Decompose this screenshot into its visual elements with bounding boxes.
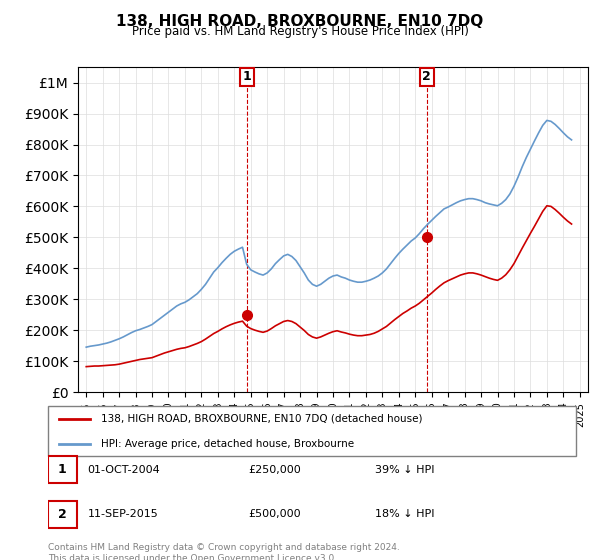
FancyBboxPatch shape xyxy=(48,501,77,528)
FancyBboxPatch shape xyxy=(48,406,576,456)
Text: £500,000: £500,000 xyxy=(248,510,301,519)
Text: 138, HIGH ROAD, BROXBOURNE, EN10 7DQ (detached house): 138, HIGH ROAD, BROXBOURNE, EN10 7DQ (de… xyxy=(101,414,422,423)
Text: 11-SEP-2015: 11-SEP-2015 xyxy=(88,510,158,519)
Text: Price paid vs. HM Land Registry's House Price Index (HPI): Price paid vs. HM Land Registry's House … xyxy=(131,25,469,38)
Text: 2: 2 xyxy=(58,508,67,521)
FancyBboxPatch shape xyxy=(48,456,77,483)
Text: £250,000: £250,000 xyxy=(248,465,301,475)
Text: Contains HM Land Registry data © Crown copyright and database right 2024.
This d: Contains HM Land Registry data © Crown c… xyxy=(48,543,400,560)
Text: 138, HIGH ROAD, BROXBOURNE, EN10 7DQ: 138, HIGH ROAD, BROXBOURNE, EN10 7DQ xyxy=(116,14,484,29)
Text: 39% ↓ HPI: 39% ↓ HPI xyxy=(376,465,435,475)
Text: 2: 2 xyxy=(422,71,431,83)
Text: 01-OCT-2004: 01-OCT-2004 xyxy=(88,465,160,475)
Text: HPI: Average price, detached house, Broxbourne: HPI: Average price, detached house, Brox… xyxy=(101,439,354,449)
Text: 1: 1 xyxy=(58,463,67,476)
Text: 1: 1 xyxy=(242,71,251,83)
Text: 18% ↓ HPI: 18% ↓ HPI xyxy=(376,510,435,519)
